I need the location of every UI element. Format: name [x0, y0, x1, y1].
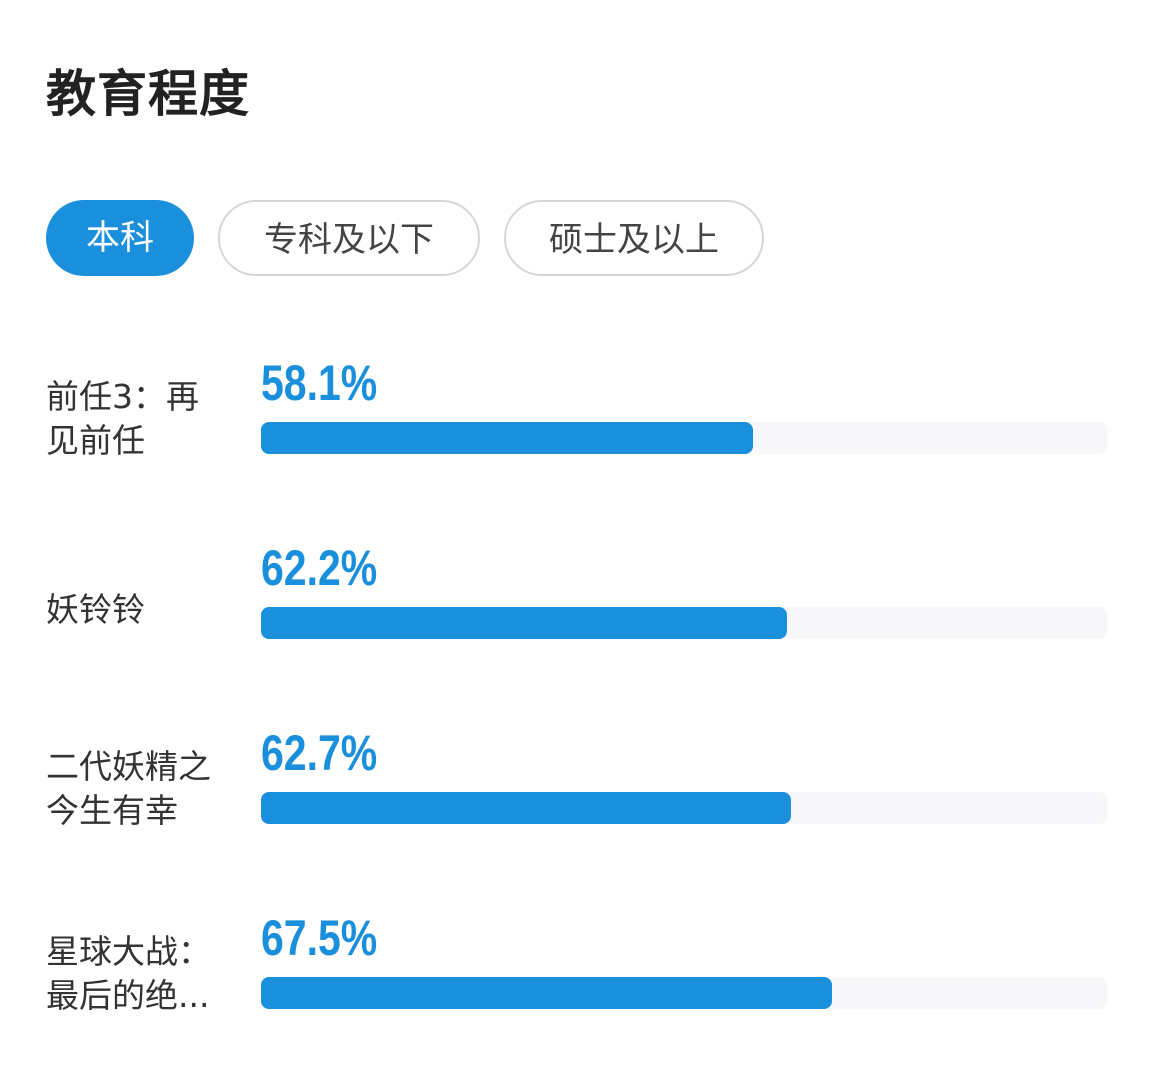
value-label: 62.7% — [261, 725, 378, 781]
value-label: 62.2% — [261, 540, 378, 596]
category-label: 二代妖精之 今生有幸 — [46, 747, 211, 830]
value-label: 58.1% — [261, 355, 378, 411]
page-title: 教育程度 — [46, 65, 250, 123]
tab-associate-and-below[interactable]: 专科及以下 — [218, 200, 480, 276]
tab-master-and-above[interactable]: 硕士及以上 — [504, 200, 764, 276]
bar-fill — [261, 977, 833, 1009]
chart-row: 二代妖精之 今生有幸 62.7% — [0, 725, 1154, 865]
bar-fill — [261, 792, 792, 824]
category-label: 前任3：再 见前任 — [46, 377, 199, 460]
category-label: 妖铃铃 — [46, 590, 145, 629]
chart-row: 前任3：再 见前任 58.1% — [0, 355, 1154, 495]
bar-track — [261, 607, 1107, 639]
tab-bachelor[interactable]: 本科 — [46, 200, 194, 276]
value-label: 67.5% — [261, 910, 378, 966]
category-label: 星球大战： 最后的绝... — [46, 932, 211, 1015]
chart-row: 妖铃铃 62.2% — [0, 540, 1154, 680]
chart-row: 星球大战： 最后的绝... 67.5% — [0, 910, 1154, 1050]
bar-track — [261, 792, 1107, 824]
bar-fill — [261, 607, 788, 639]
bar-fill — [261, 422, 753, 454]
bar-track — [261, 977, 1107, 1009]
bar-track — [261, 422, 1107, 454]
